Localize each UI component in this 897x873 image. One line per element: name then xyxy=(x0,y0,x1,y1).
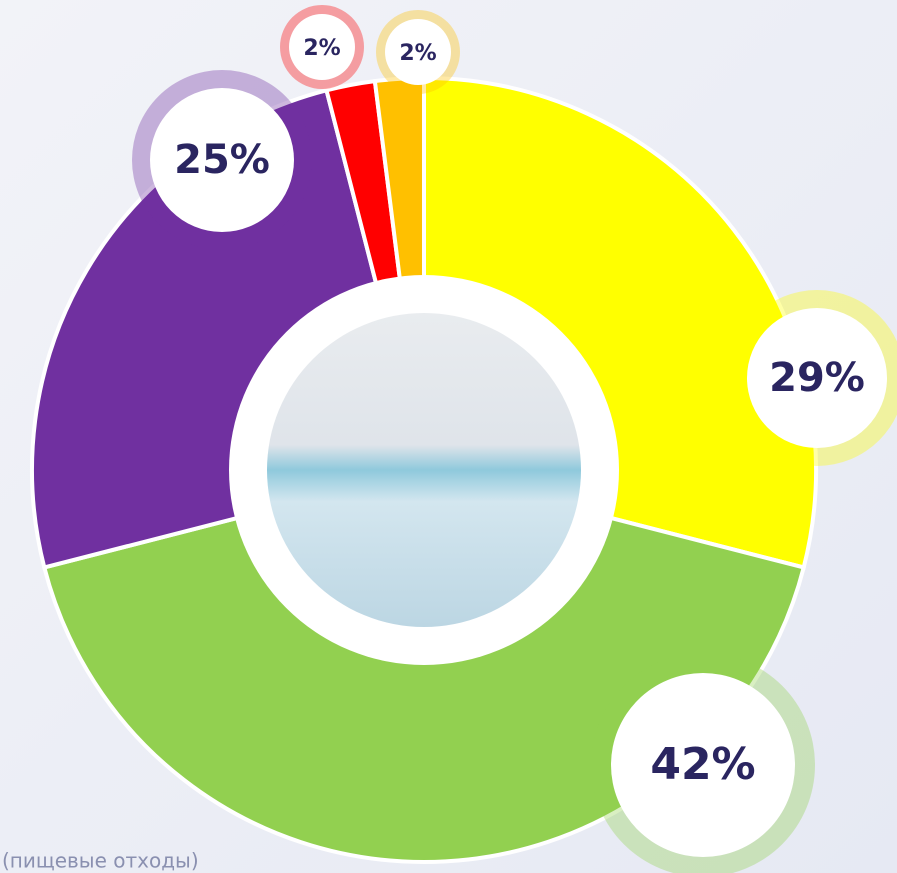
center-photo xyxy=(267,313,581,627)
value-label: 2% xyxy=(399,41,436,66)
chart: 29% 42% 25% 2% 2% (пищевые отходы) xyxy=(0,0,897,873)
note: (пищевые отходы) xyxy=(2,849,199,873)
value-label: 25% xyxy=(174,137,270,183)
value-label: 42% xyxy=(650,739,755,790)
value-label: 29% xyxy=(769,355,865,401)
value-label: 2% xyxy=(303,36,340,61)
